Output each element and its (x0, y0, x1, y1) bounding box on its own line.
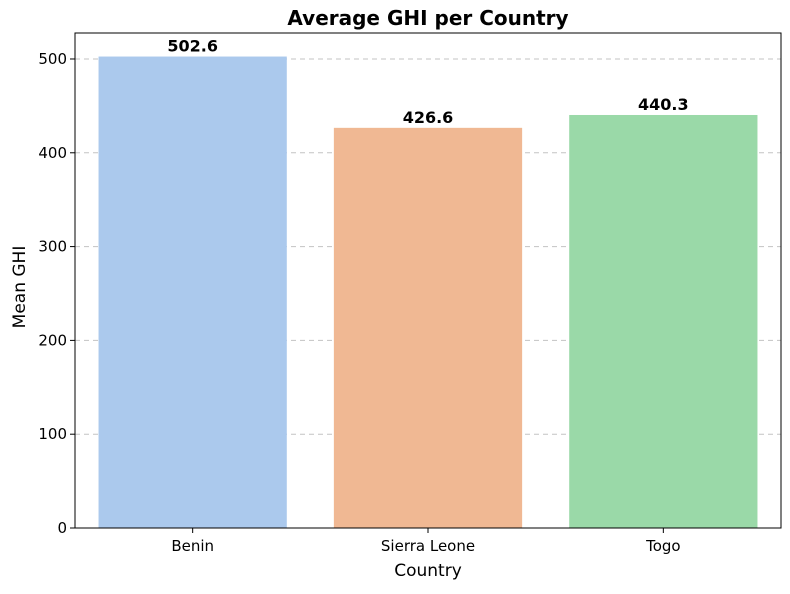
bars (98, 56, 758, 529)
data-label: 502.6 (167, 37, 218, 56)
bar-benin (98, 56, 287, 529)
data-labels: 502.6 426.6 440.3 (167, 37, 688, 127)
y-axis-label: Mean GHI (10, 246, 30, 329)
data-label: 440.3 (638, 95, 689, 114)
y-tick-label: 100 (38, 425, 67, 443)
x-tick-label: Benin (171, 537, 214, 555)
x-axis-label: Country (394, 561, 462, 581)
y-tick-label: 400 (38, 144, 67, 162)
x-axis-ticks: Benin Sierra Leone Togo (171, 528, 681, 555)
bar-togo (569, 114, 758, 529)
chart-title: Average GHI per Country (287, 6, 568, 30)
y-tick-label: 500 (38, 50, 67, 68)
y-axis-ticks: 0 100 200 300 400 500 (38, 50, 75, 537)
x-tick-label: Sierra Leone (381, 537, 475, 555)
y-tick-label: 0 (57, 519, 67, 537)
y-tick-label: 300 (38, 238, 67, 256)
y-tick-label: 200 (38, 331, 67, 349)
data-label: 426.6 (403, 108, 454, 127)
bar-sierra-leone (333, 127, 523, 528)
x-tick-label: Togo (645, 537, 681, 555)
